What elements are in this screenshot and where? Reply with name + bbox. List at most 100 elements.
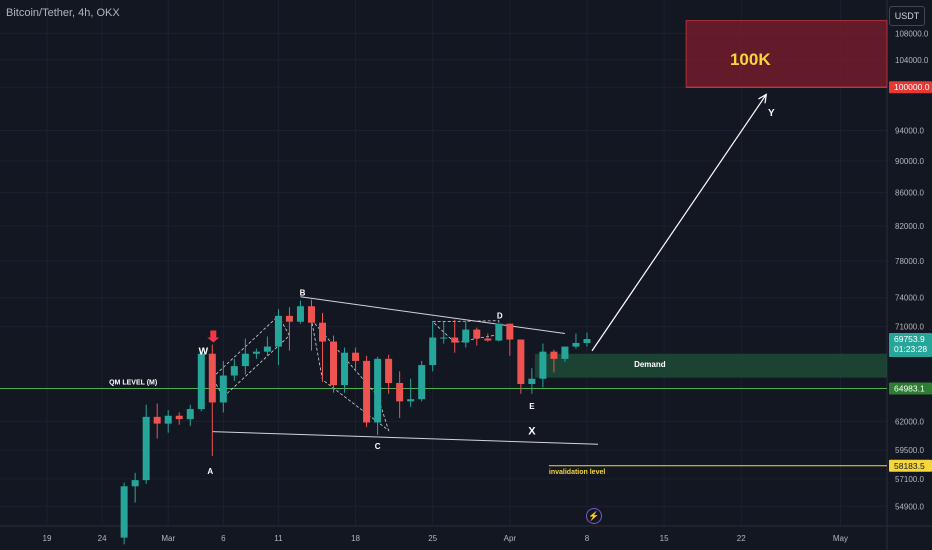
price-tick-label: 57100.0 (895, 475, 924, 484)
time-tick-label: 8 (585, 534, 590, 543)
candle[interactable] (330, 341, 338, 386)
candle[interactable] (550, 351, 558, 359)
price-tick-label: 59500.0 (895, 446, 924, 455)
candle[interactable] (274, 315, 282, 347)
candle[interactable] (418, 365, 426, 400)
qm-price-badge-text: 64983.1 (894, 384, 925, 394)
time-tick-label: 24 (98, 534, 107, 543)
price-tick-label: 104000.0 (895, 56, 929, 65)
candle[interactable] (319, 322, 326, 342)
candle[interactable] (186, 409, 194, 420)
price-tick-label: 71000.0 (895, 323, 924, 332)
target-price-badge (889, 81, 932, 94)
candle[interactable] (252, 351, 260, 354)
invalidation-price-badge (889, 459, 932, 472)
target-price-badge-text: 100000.0 (894, 82, 930, 92)
candle[interactable] (451, 337, 459, 343)
candle[interactable] (506, 323, 514, 340)
wave-label-c: C (375, 442, 381, 451)
candle[interactable] (131, 480, 139, 487)
price-tick-label: 94000.0 (895, 126, 924, 135)
candle[interactable] (396, 382, 404, 402)
candle[interactable] (164, 415, 172, 424)
wave-a-channel (211, 315, 290, 398)
target-zone (685, 20, 888, 88)
symbol-title: Bitcoin/Tether, 4h, OKX (6, 7, 120, 19)
wave-label-b: B (300, 289, 306, 298)
invalidation-price-badge-text: 58183.5 (894, 461, 925, 471)
candle[interactable] (219, 375, 227, 403)
price-tick-label: 86000.0 (895, 189, 924, 198)
current-price-badge-text: 01:23:28 (894, 344, 927, 354)
time-tick-label: 19 (43, 534, 52, 543)
time-tick-label: 22 (737, 534, 746, 543)
projection-arrow-head (758, 93, 768, 104)
triangle-upper-line (300, 296, 566, 335)
time-tick-label: May (833, 534, 848, 543)
demand-zone (534, 353, 887, 378)
candle[interactable] (153, 416, 161, 424)
qm-level-label: QM LEVEL (M) (109, 380, 157, 387)
time-tick-label: 11 (274, 534, 283, 543)
time-tick-label: 15 (660, 534, 669, 543)
price-tick-label: 74000.0 (895, 294, 924, 303)
candle[interactable] (462, 329, 470, 343)
candle[interactable] (407, 399, 415, 402)
qm-price-badge (889, 382, 932, 395)
price-tick-label: 62000.0 (895, 417, 924, 426)
candle[interactable] (341, 352, 349, 386)
current-price-badge (889, 332, 932, 357)
candle[interactable] (175, 415, 183, 420)
candle[interactable] (528, 378, 536, 385)
time-tick-label: Apr (504, 534, 517, 543)
candle[interactable] (440, 337, 448, 339)
candle[interactable] (363, 360, 371, 423)
candle[interactable] (263, 346, 271, 352)
candle[interactable] (197, 353, 205, 410)
candle[interactable] (473, 329, 481, 339)
price-tick-label: 90000.0 (895, 157, 924, 166)
candle[interactable] (517, 339, 525, 385)
candle[interactable] (374, 358, 382, 423)
down-arrow-icon (207, 330, 220, 343)
candle[interactable] (120, 486, 128, 538)
lightning-icon[interactable]: ⚡ (586, 508, 602, 524)
candle[interactable] (583, 339, 591, 343)
wave-label-y: Y (768, 108, 775, 119)
time-tick-label: 18 (351, 534, 360, 543)
candle[interactable] (429, 337, 437, 366)
triangle-lower-line (212, 431, 599, 445)
price-tick-label: 78000.0 (895, 257, 924, 266)
time-tick-label: 6 (221, 534, 226, 543)
candle[interactable] (572, 342, 580, 347)
wave-label-a: A (207, 467, 213, 476)
current-price-badge-text: 69753.9 (894, 334, 925, 344)
candle[interactable] (484, 338, 492, 341)
time-tick-label: 25 (428, 534, 437, 543)
candle[interactable] (208, 353, 216, 403)
candle[interactable] (307, 306, 315, 323)
candle[interactable] (241, 353, 249, 367)
price-tick-label: 108000.0 (895, 29, 929, 38)
target-label: 100K (730, 50, 771, 69)
currency-button[interactable]: USDT (889, 6, 925, 26)
candle[interactable] (352, 352, 360, 361)
candle[interactable] (385, 358, 393, 383)
price-tick-label: 82000.0 (895, 222, 924, 231)
wave-label-w: W (199, 347, 209, 358)
candle[interactable] (539, 351, 547, 379)
price-tick-label: 54900.0 (895, 502, 924, 511)
wave-label-e: E (529, 402, 535, 411)
candle[interactable] (495, 323, 503, 341)
invalidation-label: invalidation level (549, 469, 605, 476)
candle[interactable] (230, 366, 238, 376)
candle[interactable] (561, 346, 569, 359)
demand-label: Demand (634, 360, 666, 369)
time-tick-label: Mar (161, 534, 175, 543)
candle[interactable] (142, 416, 150, 481)
candle[interactable] (296, 306, 304, 322)
projection-arrow (591, 94, 767, 352)
wave-label-d: D (497, 312, 503, 321)
candle[interactable] (285, 315, 293, 322)
